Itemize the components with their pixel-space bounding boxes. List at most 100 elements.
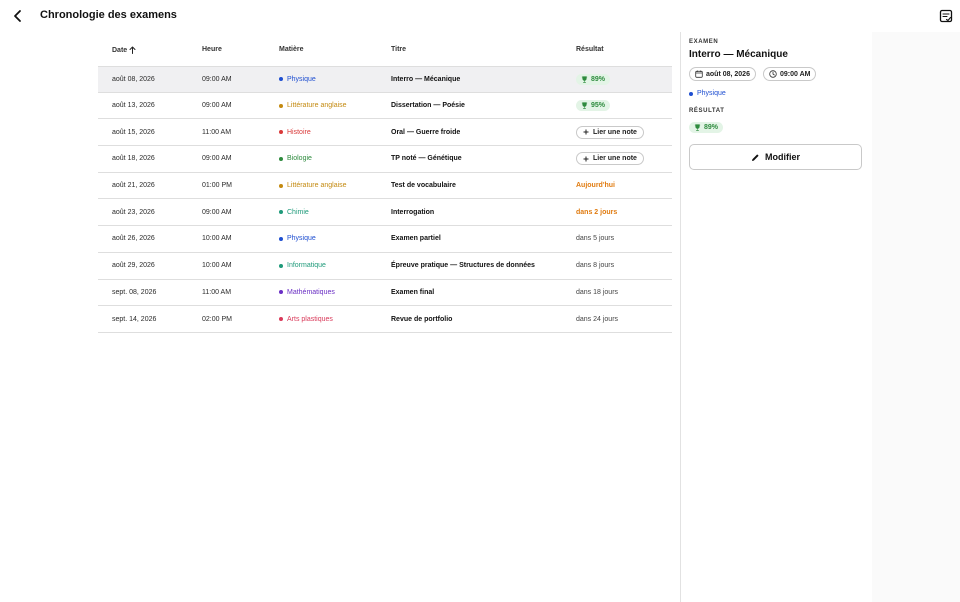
panel-subject: Physique [689,90,726,97]
link-note-button[interactable]: Lier une note [576,125,644,139]
panel-date-chip: août 08, 2026 [689,67,756,81]
row-subject-label: Arts plastiques [287,315,333,323]
table-body: août 08, 2026 09:00 AM Physique Interro — M… [98,66,672,333]
table-row[interactable]: août 18, 2026 09:00 AM Biologie TP noté — G… [98,146,672,173]
notes-button[interactable] [936,6,956,26]
row-title: Dissertation — Poésie [391,102,465,110]
row-time: 01:00 PM [202,182,232,190]
column-header-date-label: Date [112,46,128,54]
row-date: sept. 08, 2026 [112,288,157,296]
table-row[interactable]: août 13, 2026 09:00 AM Littérature anglais… [98,93,672,120]
row-subject: Physique [279,67,316,92]
subject-color-dot [279,156,283,161]
notes-icon [939,9,953,23]
sort-arrow-up-icon [129,46,136,54]
row-subject: Littérature anglaise [279,93,347,119]
score-value: 89% [591,75,606,83]
row-title: Interro — Mécanique [391,75,461,83]
table-row[interactable]: août 29, 2026 10:00 AM Informatique Épreuve… [98,253,672,280]
row-result: Lier une note [576,119,644,145]
row-date: août 21, 2026 [112,182,155,190]
row-time: 11:00 AM [202,288,232,296]
row-time: 02:00 PM [202,315,232,323]
link-note-button[interactable]: Lier une note [576,152,644,166]
row-result: dans 8 jours [576,253,614,279]
row-date: août 26, 2026 [112,235,155,243]
trophy-icon [581,102,588,109]
plus-icon [583,156,589,162]
row-subject: Chimie [279,199,309,225]
table-row[interactable]: août 23, 2026 09:00 AM Chimie Interrogation… [98,199,672,227]
edit-button[interactable]: Modifier [689,144,862,170]
column-header-subject[interactable]: Matière [279,46,304,53]
column-header-title[interactable]: Titre [391,46,407,53]
row-subject-label: Physique [287,75,316,83]
row-title: Examen final [391,288,435,296]
subject-color-dot [279,183,283,188]
row-time: 09:00 AM [202,102,232,110]
row-subject-label: Histoire [287,128,311,136]
row-date: août 23, 2026 [112,208,155,216]
row-title: Examen partiel [391,235,441,243]
subject-color-dot [279,290,283,295]
row-time: 09:00 AM [202,208,232,216]
row-subject-label: Littérature anglaise [287,182,347,190]
row-subject: Physique [279,226,316,252]
table-row[interactable]: août 08, 2026 09:00 AM Physique Interro — M… [98,66,672,93]
relative-date: dans 24 jours [576,315,619,323]
row-title: Interrogation [391,208,435,216]
row-subject-label: Biologie [287,155,312,163]
row-date: août 29, 2026 [112,262,155,270]
row-time: 09:00 AM [202,155,232,163]
table-row[interactable]: août 21, 2026 01:00 PM Littérature anglais… [98,173,672,200]
clock-icon [769,70,777,78]
row-result: 95% [576,93,611,119]
row-date: août 08, 2026 [112,75,155,83]
panel-time-chip: 09:00 AM [763,67,817,81]
table-row[interactable]: août 26, 2026 10:00 AM Physique Examen part… [98,226,672,253]
link-note-label: Lier une note [593,128,637,136]
panel-result-badge: 89% [689,118,724,136]
row-subject: Mathématiques [279,280,335,306]
panel-result-value: 89% [704,124,719,131]
subject-color-dot [279,130,283,135]
exam-table: Date Heure Matière Titre Résultat août 0… [98,36,672,333]
trophy-icon [581,76,588,83]
panel-margin [872,32,960,602]
score-badge: 89% [576,73,611,85]
trophy-icon [694,124,701,131]
table-row[interactable]: sept. 14, 2026 02:00 PM Arts plastiques Rev… [98,306,672,333]
relative-date: dans 8 jours [576,262,615,270]
subject-color-dot [279,103,283,108]
chevron-left-icon [14,10,21,22]
panel-subject-label: Physique [697,90,726,97]
panel-time: 09:00 AM [780,70,811,78]
row-title: Oral — Guerre froide [391,128,461,136]
row-time: 10:00 AM [202,262,232,270]
calendar-icon [695,70,703,78]
table-row[interactable]: sept. 08, 2026 11:00 AM Mathématiques Exame… [98,280,672,307]
table-row[interactable]: août 15, 2026 11:00 AM Histoire Oral — Guer… [98,119,672,147]
row-time: 09:00 AM [202,75,232,83]
row-result: Lier une note [576,146,644,172]
subject-color-dot [279,77,283,82]
row-result: dans 5 jours [576,226,614,252]
column-header-time[interactable]: Heure [202,46,222,53]
row-subject: Biologie [279,146,312,172]
row-subject-label: Mathématiques [287,288,335,296]
row-result: dans 2 jours [576,199,617,225]
row-date: sept. 14, 2026 [112,315,157,323]
relative-date: Aujourd'hui [576,182,615,190]
row-time: 11:00 AM [202,128,232,136]
row-subject: Littérature anglaise [279,173,347,199]
column-header-result[interactable]: Résultat [576,46,604,53]
pencil-icon [752,153,759,161]
relative-date: dans 5 jours [576,235,615,243]
row-title: TP noté — Génétique [391,155,462,163]
link-note-label: Lier une note [593,155,637,163]
back-button[interactable] [8,6,28,26]
score-value: 95% [591,102,606,110]
row-result: Aujourd'hui [576,173,615,199]
row-date: août 13, 2026 [112,102,155,110]
column-header-date[interactable]: Date [112,46,136,54]
